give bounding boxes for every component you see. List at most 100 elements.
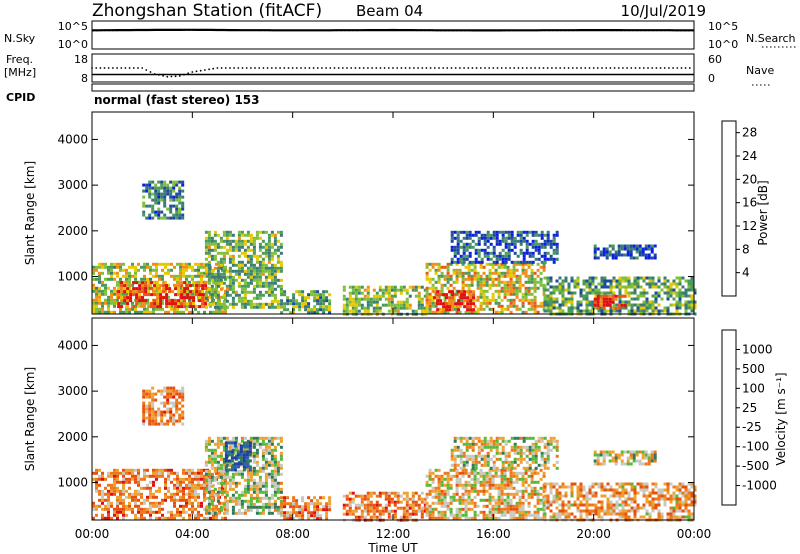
range-cell <box>276 436 280 440</box>
range-cell <box>576 279 580 283</box>
range-cell <box>439 302 443 306</box>
range-cell <box>261 284 265 288</box>
nave-point <box>362 67 365 69</box>
range-cell <box>449 483 453 487</box>
range-cell <box>234 436 238 440</box>
range-cell <box>206 280 209 284</box>
range-cell <box>212 504 215 508</box>
range-cell <box>555 448 559 452</box>
range-cell <box>552 285 556 289</box>
range-cell <box>140 495 143 499</box>
range-cell <box>503 468 507 472</box>
range-cell <box>249 472 253 476</box>
range-cell <box>446 474 450 478</box>
range-cell <box>479 483 483 487</box>
range-cell <box>252 296 256 300</box>
range-cell <box>390 515 394 519</box>
range-cell <box>148 189 152 193</box>
range-cell <box>248 468 252 472</box>
range-cell <box>515 510 519 514</box>
range-cell <box>143 501 146 505</box>
range-cell <box>479 265 483 269</box>
range-cell <box>498 257 502 261</box>
range-cell <box>137 301 140 305</box>
range-cell <box>182 477 185 481</box>
range-cell <box>675 285 679 289</box>
range-cell <box>518 283 522 287</box>
range-cell <box>125 268 128 272</box>
range-cell <box>456 236 460 240</box>
range-cell <box>204 511 208 515</box>
range-cell <box>485 477 489 481</box>
range-cell <box>167 471 170 475</box>
range-cell <box>255 463 259 467</box>
range-cell <box>197 271 200 275</box>
range-cell <box>246 299 250 303</box>
range-cell <box>98 474 101 478</box>
range-cell <box>482 516 486 520</box>
range-cell <box>158 486 161 490</box>
range-cell <box>210 257 214 261</box>
range-cell <box>246 239 250 243</box>
range-cell <box>570 294 574 298</box>
range-cell <box>137 262 140 266</box>
range-cell <box>248 453 252 457</box>
range-cell <box>420 506 424 510</box>
range-cell <box>258 263 262 267</box>
range-cell <box>128 480 131 484</box>
range-cell <box>420 297 424 301</box>
range-cell <box>261 442 265 446</box>
range-cell <box>342 288 346 292</box>
range-cell <box>210 457 214 461</box>
range-cell <box>280 496 284 500</box>
range-cell <box>159 299 163 303</box>
range-cell <box>405 491 409 495</box>
range-cell <box>351 497 355 501</box>
range-cell <box>461 277 465 281</box>
range-cell <box>225 305 229 309</box>
range-cell <box>221 268 224 272</box>
range-cell <box>234 490 238 494</box>
range-cell <box>237 233 241 237</box>
range-cell <box>540 230 544 234</box>
range-cell <box>531 251 535 255</box>
range-cell <box>456 436 460 440</box>
range-cell <box>328 308 332 312</box>
range-cell <box>149 504 152 508</box>
range-cell <box>354 309 358 313</box>
range-cell <box>92 301 95 305</box>
range-cell <box>378 491 382 495</box>
range-cell <box>458 268 462 272</box>
range-cell <box>207 245 211 249</box>
range-cell <box>549 276 553 280</box>
nave-point <box>174 75 177 78</box>
range-cell <box>170 262 173 266</box>
range-cell <box>506 274 510 278</box>
range-cell <box>488 510 492 514</box>
range-cell <box>546 257 550 261</box>
range-cell <box>178 207 182 211</box>
range-cell <box>654 300 658 304</box>
range-cell <box>497 507 501 511</box>
range-cell <box>273 281 277 285</box>
range-cell <box>483 254 487 258</box>
range-cell <box>116 498 119 502</box>
range-cell <box>222 302 226 306</box>
range-cell <box>460 296 464 300</box>
range-cell <box>455 262 459 266</box>
range-cell <box>612 309 616 313</box>
range-cell <box>494 510 498 514</box>
range-cell <box>267 436 271 440</box>
range-cell <box>209 304 212 308</box>
range-cell <box>348 309 352 313</box>
range-cell <box>252 290 256 294</box>
range-cell <box>543 303 547 307</box>
range-cell <box>264 448 268 452</box>
range-cell <box>561 291 565 295</box>
range-cell <box>129 299 133 303</box>
range-cell <box>387 509 391 513</box>
range-cell <box>461 507 465 511</box>
range-cell <box>213 469 217 473</box>
nave-point <box>488 67 491 69</box>
range-cell <box>503 262 507 266</box>
